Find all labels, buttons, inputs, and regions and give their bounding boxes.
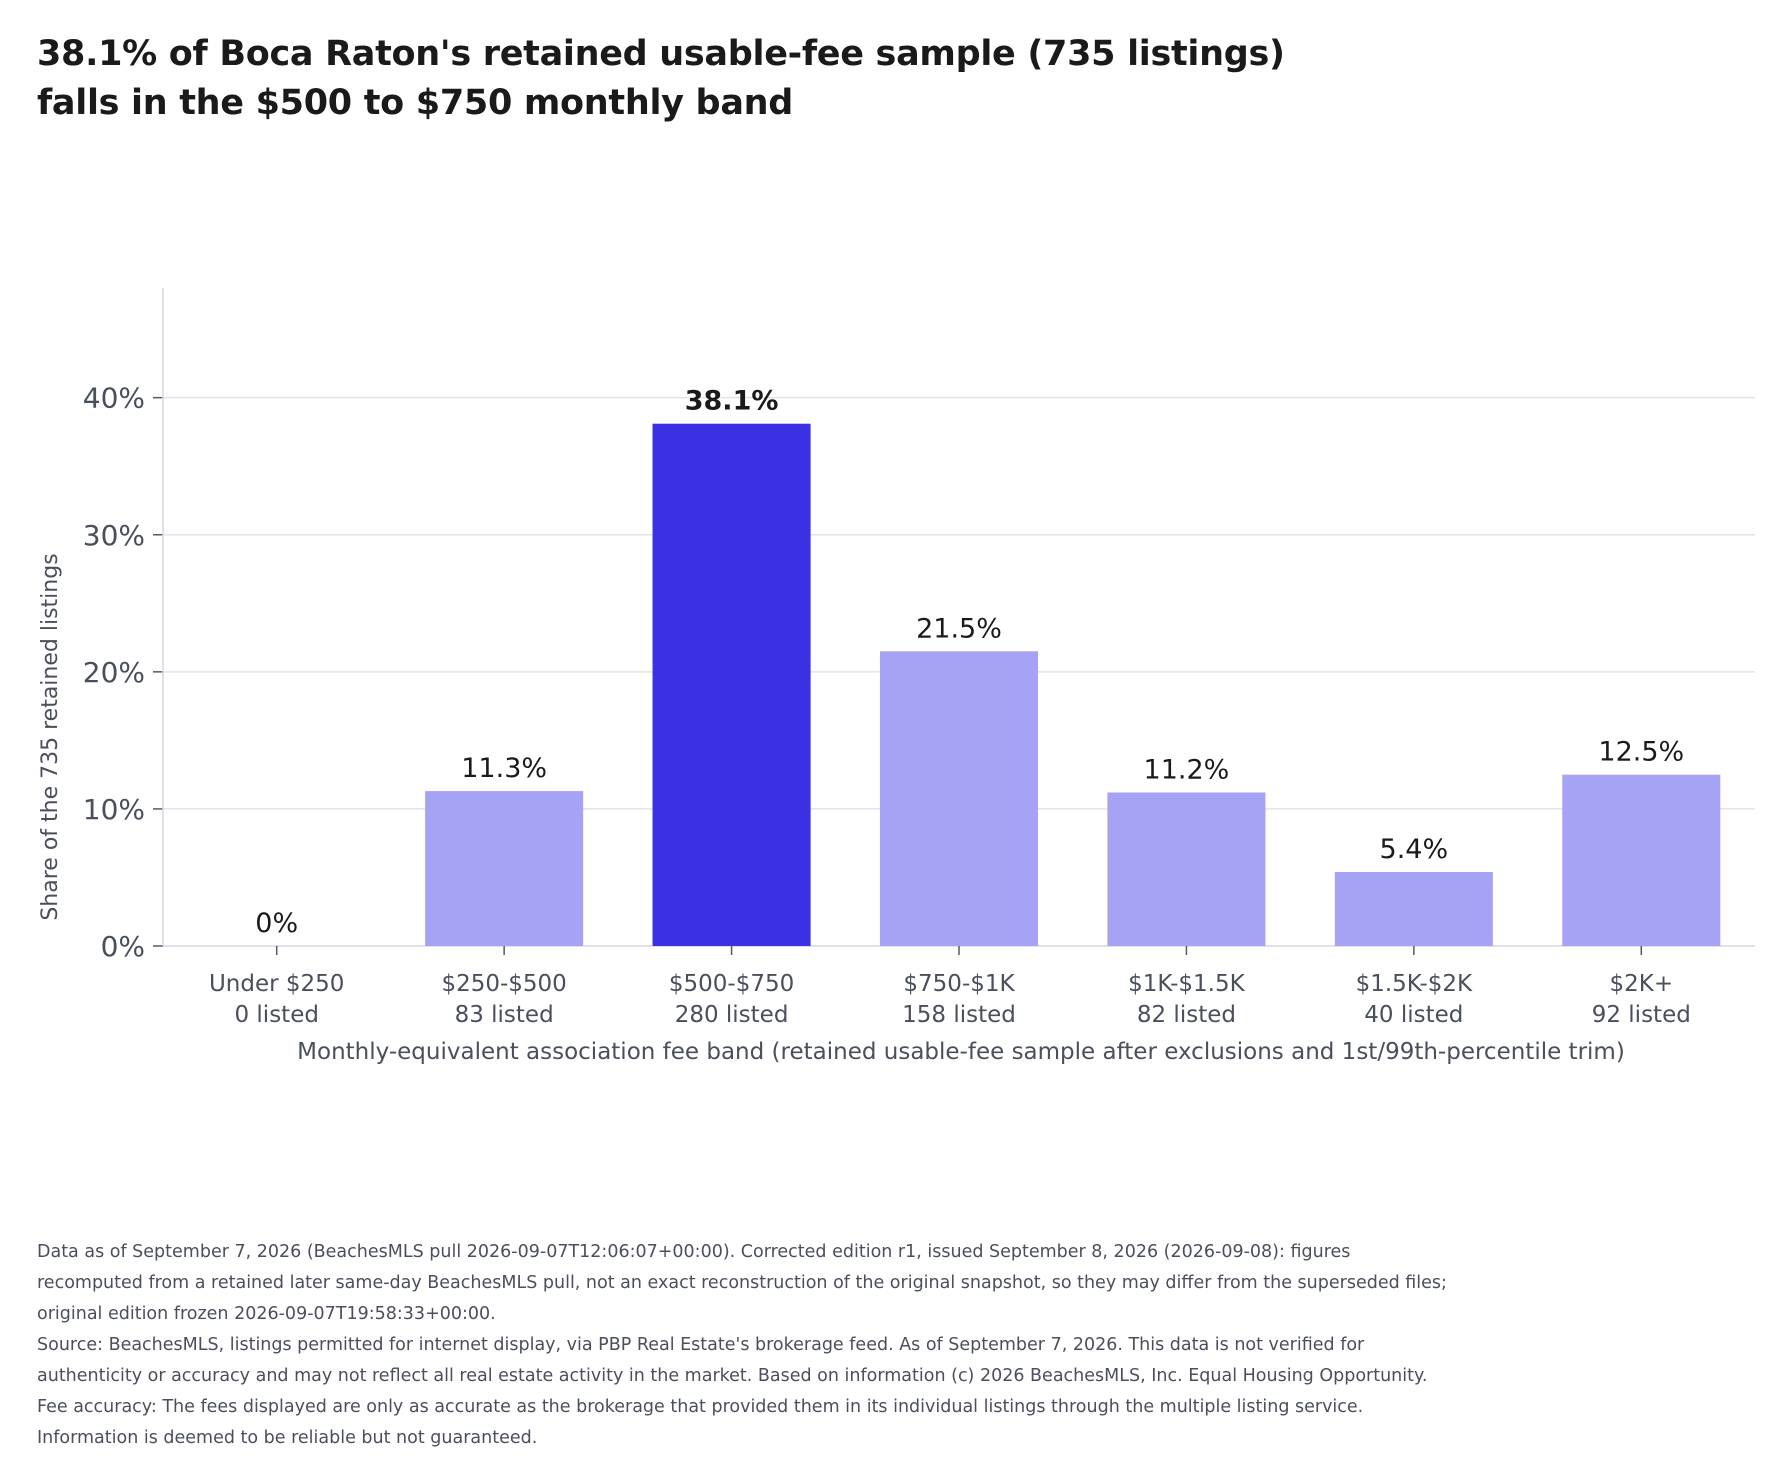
bar: [425, 791, 584, 946]
data-label: 0%: [255, 908, 298, 939]
x-tick-count: 83 listed: [455, 1002, 554, 1028]
x-tick-label: $1K-$1.5K: [1128, 971, 1245, 997]
x-tick-label: Under $250: [209, 971, 344, 997]
data-label: 5.4%: [1380, 834, 1449, 865]
x-tick-count: 280 listed: [675, 1002, 789, 1028]
data-label: 12.5%: [1598, 737, 1684, 768]
x-axis-label: Monthly-equivalent association fee band …: [297, 1039, 1625, 1065]
bar: [879, 651, 1039, 946]
footnotes: Data as of September 7, 2026 (BeachesMLS…: [37, 1237, 1457, 1454]
chart-title: 38.1% of Boca Raton's retained usable-fe…: [37, 30, 1437, 128]
bar: [1107, 792, 1266, 946]
data-labels: 0% 11.3% 38.1% 21.5% 11.2% 5.4% 12.5%: [255, 386, 1684, 939]
y-tick-label: 10%: [83, 793, 145, 826]
x-tick-label: $250-$500: [441, 971, 566, 997]
x-tick-count: 158 listed: [902, 1002, 1016, 1028]
source-note: Source: BeachesMLS, listings permitted f…: [37, 1335, 1428, 1448]
data-label: 11.3%: [461, 753, 547, 784]
data-label: 21.5%: [916, 613, 1002, 644]
x-tick-count: 40 listed: [1364, 1002, 1463, 1028]
x-tick-label: $2K+: [1609, 971, 1673, 997]
bar: [1334, 871, 1493, 946]
x-tick-count: 0 listed: [234, 1002, 318, 1028]
x-tick-label: $500-$750: [669, 971, 794, 997]
bar: [652, 423, 811, 946]
x-tick-count: 82 listed: [1137, 1002, 1236, 1028]
edition-note: Data as of September 7, 2026 (BeachesMLS…: [37, 1242, 1447, 1324]
bar-chart: 0% 11.3% 38.1% 21.5% 11.2% 5.4% 12.5% 0% 10% 20%…: [38, 288, 1755, 1065]
x-tick-count: 92 listed: [1592, 1002, 1691, 1028]
x-tick-label: $1.5K-$2K: [1356, 971, 1473, 997]
tick-labels: 0% 10% 20% 30% 40% Under $250 0 listed $250-$50…: [83, 382, 1691, 1028]
y-tick-label: 40%: [83, 382, 145, 415]
data-label: 38.1%: [685, 386, 779, 417]
bar: [1562, 774, 1721, 946]
y-tick-label: 0%: [101, 930, 145, 963]
chart-title-line-2: falls in the $500 to $750 monthly band: [37, 83, 794, 123]
chart-title-line-1: 38.1% of Boca Raton's retained usable-fe…: [37, 34, 1285, 74]
bars: [425, 423, 1721, 946]
y-axis-label: Share of the 735 retained listings: [38, 553, 63, 920]
x-tick-label: $750-$1K: [903, 971, 1015, 997]
y-tick-label: 20%: [83, 656, 145, 689]
y-tick-label: 30%: [83, 519, 145, 552]
data-label: 11.2%: [1144, 754, 1230, 785]
